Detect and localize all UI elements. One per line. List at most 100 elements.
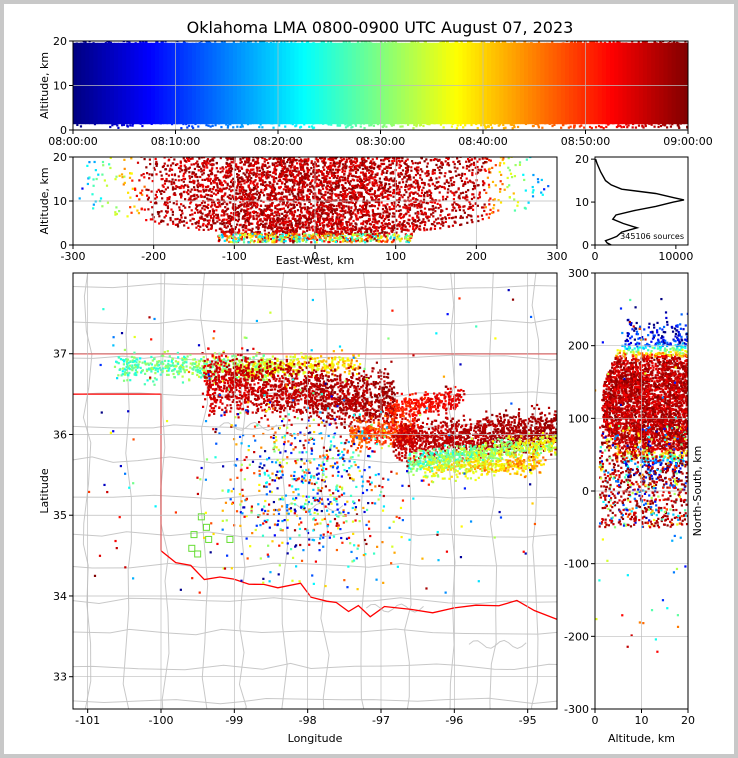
ew-source xyxy=(286,154,288,156)
ew-source xyxy=(343,200,346,203)
ew-source xyxy=(471,168,474,172)
ew-source xyxy=(206,177,209,180)
time-height-source xyxy=(415,123,418,126)
time-height-source xyxy=(673,41,676,44)
time-height-source xyxy=(422,124,425,128)
time-height-source xyxy=(291,123,294,126)
ew-source xyxy=(147,196,150,199)
time-height-source xyxy=(427,120,431,123)
ew-source xyxy=(412,225,415,228)
ew-source xyxy=(248,222,251,225)
time-height-source xyxy=(196,43,199,46)
ew-source xyxy=(349,210,352,213)
time-height-source xyxy=(484,125,487,128)
ew-source xyxy=(203,201,206,204)
ew-source xyxy=(248,157,251,160)
ew-source xyxy=(408,203,411,206)
ew-source xyxy=(458,204,461,207)
ew-source xyxy=(324,217,327,220)
ew-source xyxy=(215,167,218,170)
ew-source xyxy=(184,198,187,201)
ew-source xyxy=(179,218,182,222)
time-height-source xyxy=(593,41,596,43)
ew-source xyxy=(241,217,244,220)
time-height-source xyxy=(573,125,576,128)
ew-source xyxy=(392,205,396,208)
ew-source xyxy=(321,160,324,163)
ew-source xyxy=(210,169,213,173)
ew-source xyxy=(450,184,454,187)
time-height-density-column xyxy=(306,42,312,125)
ew-source xyxy=(305,196,309,199)
ew-source xyxy=(315,175,319,178)
ew-source xyxy=(157,188,160,191)
ew-source xyxy=(332,227,335,230)
ew-source xyxy=(305,229,309,232)
ew-source xyxy=(377,232,380,235)
ew-source xyxy=(245,181,248,184)
ew-source xyxy=(298,157,301,159)
ew-source xyxy=(348,181,351,184)
ew-source xyxy=(260,209,263,212)
ew-source xyxy=(319,154,321,156)
ew-source xyxy=(349,229,352,233)
ew-source xyxy=(245,218,248,221)
time-height-source xyxy=(255,43,258,46)
ew-source xyxy=(404,225,407,228)
ew-source xyxy=(182,190,186,194)
ew-source xyxy=(401,226,404,229)
ew-source xyxy=(401,178,404,181)
time-height-source xyxy=(653,125,656,128)
ew-source xyxy=(289,231,292,234)
ew-source xyxy=(287,210,290,213)
ew-source xyxy=(365,212,368,215)
ew-source xyxy=(149,162,152,166)
ew-source xyxy=(272,190,276,193)
ew-source xyxy=(372,212,375,215)
ew-source xyxy=(368,178,371,181)
ew-source xyxy=(278,154,280,156)
ew-source xyxy=(348,157,351,160)
ew-source xyxy=(183,177,187,181)
ew-source xyxy=(269,225,273,228)
ew-source xyxy=(148,173,151,176)
time-height-source xyxy=(183,41,186,45)
ew-source xyxy=(281,219,285,222)
ew-source xyxy=(451,203,454,206)
ew-source xyxy=(382,219,385,222)
time-height-source xyxy=(603,41,607,44)
ew-source xyxy=(285,231,288,234)
ew-source xyxy=(268,199,271,202)
time-height-source xyxy=(334,44,337,47)
ew-source xyxy=(283,223,286,226)
ew-source xyxy=(466,196,469,199)
ew-source xyxy=(308,175,311,178)
ew-source xyxy=(284,220,287,224)
ew-source xyxy=(189,202,192,205)
ew-source xyxy=(114,178,117,181)
time-height-source xyxy=(369,42,373,45)
ew-source xyxy=(474,202,477,205)
ew-source xyxy=(293,182,296,185)
ew-source xyxy=(378,164,382,168)
ew-source xyxy=(99,197,103,200)
time-height-source xyxy=(480,124,483,127)
ew-source xyxy=(333,171,336,174)
ew-source xyxy=(422,220,425,223)
ew-source xyxy=(238,196,241,200)
ew-source xyxy=(322,161,325,164)
ew-source xyxy=(291,158,295,162)
ew-source xyxy=(454,215,457,219)
ew-source xyxy=(320,212,324,215)
ew-source xyxy=(265,171,268,175)
ew-source xyxy=(299,210,303,213)
ew-source xyxy=(201,183,204,187)
time-height-source xyxy=(279,121,282,125)
time-height-source xyxy=(510,42,513,45)
ew-source xyxy=(235,197,239,200)
ew-source xyxy=(176,185,179,189)
ew-source xyxy=(302,185,306,188)
ew-source xyxy=(294,200,297,204)
time-height-source xyxy=(376,123,380,126)
ew-source xyxy=(328,182,331,185)
